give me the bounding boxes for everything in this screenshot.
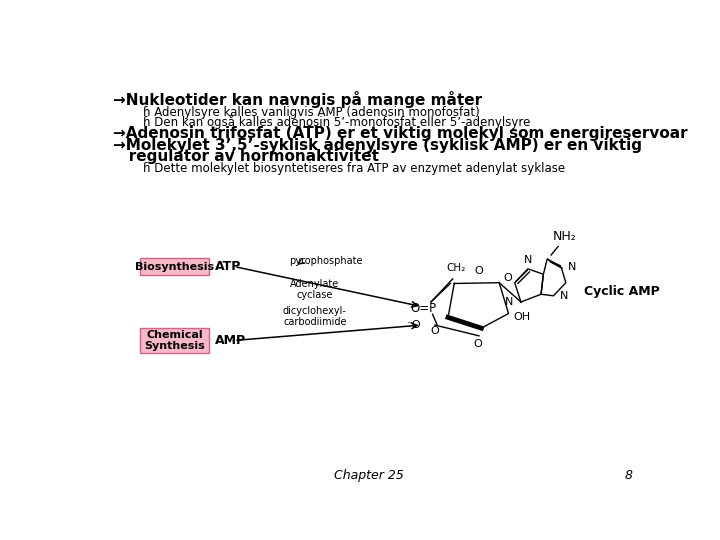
Text: ɦ Adenylsyre kalles vanligvis AMP (adenosin monofosfat): ɦ Adenylsyre kalles vanligvis AMP (adeno… bbox=[143, 106, 480, 119]
Text: →Nukleotider kan navngis på mange måter: →Nukleotider kan navngis på mange måter bbox=[113, 91, 482, 108]
Text: N: N bbox=[523, 255, 532, 265]
Text: O: O bbox=[504, 273, 513, 283]
Text: NH₂: NH₂ bbox=[552, 231, 576, 244]
Text: O: O bbox=[474, 266, 482, 276]
Text: ⁻O: ⁻O bbox=[407, 320, 421, 330]
Text: Adenylate
cyclase: Adenylate cyclase bbox=[290, 279, 339, 300]
Text: O=P: O=P bbox=[410, 302, 436, 315]
Text: N: N bbox=[567, 262, 576, 272]
Text: N: N bbox=[559, 291, 568, 301]
Text: O: O bbox=[473, 339, 482, 349]
Text: pyrophosphate: pyrophosphate bbox=[289, 256, 363, 266]
Text: ɦ Dette molekylet biosyntetiseres fra ATP av enzymet adenylat syklase: ɦ Dette molekylet biosyntetiseres fra AT… bbox=[143, 162, 564, 175]
FancyBboxPatch shape bbox=[140, 328, 210, 353]
Text: regulator av hormonaktivitet: regulator av hormonaktivitet bbox=[113, 148, 379, 164]
Text: ɦ Den kan også kalles adenosin 5’-monofosfat eller 5’-adenylsyre: ɦ Den kan også kalles adenosin 5’-monofo… bbox=[143, 115, 530, 129]
FancyBboxPatch shape bbox=[140, 258, 210, 275]
Text: CH₂: CH₂ bbox=[446, 262, 465, 273]
Text: OH: OH bbox=[513, 312, 530, 322]
Text: N: N bbox=[505, 297, 513, 307]
Text: AMP: AMP bbox=[215, 334, 246, 347]
Text: Chemical
Synthesis: Chemical Synthesis bbox=[144, 329, 205, 351]
Text: →Molekylet 3’,5’-syklisk adenylsyre (syklisk AMP) er en viktig: →Molekylet 3’,5’-syklisk adenylsyre (syk… bbox=[113, 138, 642, 153]
Text: dicyclohexyl-
carbodiimide: dicyclohexyl- carbodiimide bbox=[283, 306, 347, 327]
Text: Biosynthesis: Biosynthesis bbox=[135, 261, 214, 272]
Text: Cyclic AMP: Cyclic AMP bbox=[585, 286, 660, 299]
Text: 8: 8 bbox=[625, 469, 633, 482]
Text: Chapter 25: Chapter 25 bbox=[334, 469, 404, 482]
Text: →Adenosin trifosfat (ATP) er et viktig molekyl som energireservoar: →Adenosin trifosfat (ATP) er et viktig m… bbox=[113, 126, 688, 140]
Text: O: O bbox=[431, 326, 439, 336]
Text: ATP: ATP bbox=[215, 260, 241, 273]
